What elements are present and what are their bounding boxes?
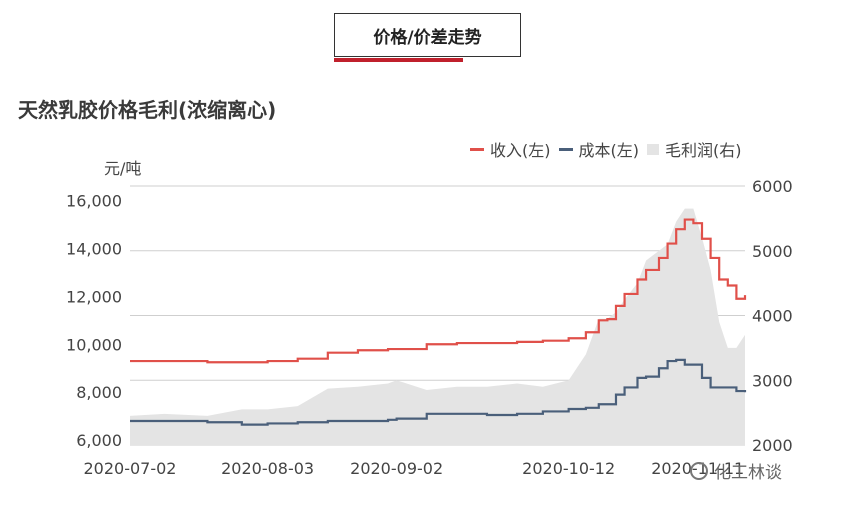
legend-swatch-margin [647,143,659,155]
legend-swatch-cost [558,147,573,151]
y-right-tick-2: 4000 [752,307,793,326]
y-right-tick-1: 5000 [752,242,793,261]
y-left-tick-4: 8,000 [76,383,122,402]
watermark-text: 化工林谈 [714,463,782,483]
x-tick-1: 2020-08-03 [221,459,314,478]
legend-item-revenue[interactable]: 收入(左) [470,137,551,161]
legend-item-cost[interactable]: 成本(左) [558,137,640,161]
legend-item-margin[interactable]: 毛利润(右) [647,137,742,161]
y-right-tick-0: 6000 [752,177,793,196]
y-left-tick-2: 12,000 [66,287,122,306]
chart-legend: 收入(左) 成本(左) 毛利润(右) [470,137,815,161]
y-left-tick-5: 6,000 [76,431,122,450]
y-right-tick-4: 2000 [752,436,793,455]
series-line-revenue [130,218,747,364]
legend-label-margin: 毛利润(右) [665,141,742,160]
y-left-tick-3: 10,000 [66,335,122,354]
legend-label-revenue: 收入(左) [490,141,551,160]
series-area-margin [130,208,745,445]
legend-label-cost: 成本(左) [578,141,640,160]
wechat-icon [690,461,708,480]
legend-swatch-revenue [470,147,484,151]
y-right-tick-3: 3000 [752,371,793,390]
x-tick-3: 2020-10-12 [522,459,615,478]
chart-title: 天然乳胶价格毛利(浓缩离心) [18,98,277,122]
x-tick-0: 2020-07-02 [84,459,177,478]
x-tick-2: 2020-09-02 [350,459,443,478]
y-left-tick-1: 14,000 [66,239,122,258]
series-line-cost [130,358,747,426]
y-left-tick-0: 16,000 [66,191,122,210]
y-left-unit-label: 元/吨 [104,159,142,178]
active-tab-indicator [334,58,463,62]
tab-price-spread-trend[interactable]: 价格/价差走势 [334,13,521,57]
watermark: 化工林谈 [690,458,782,483]
